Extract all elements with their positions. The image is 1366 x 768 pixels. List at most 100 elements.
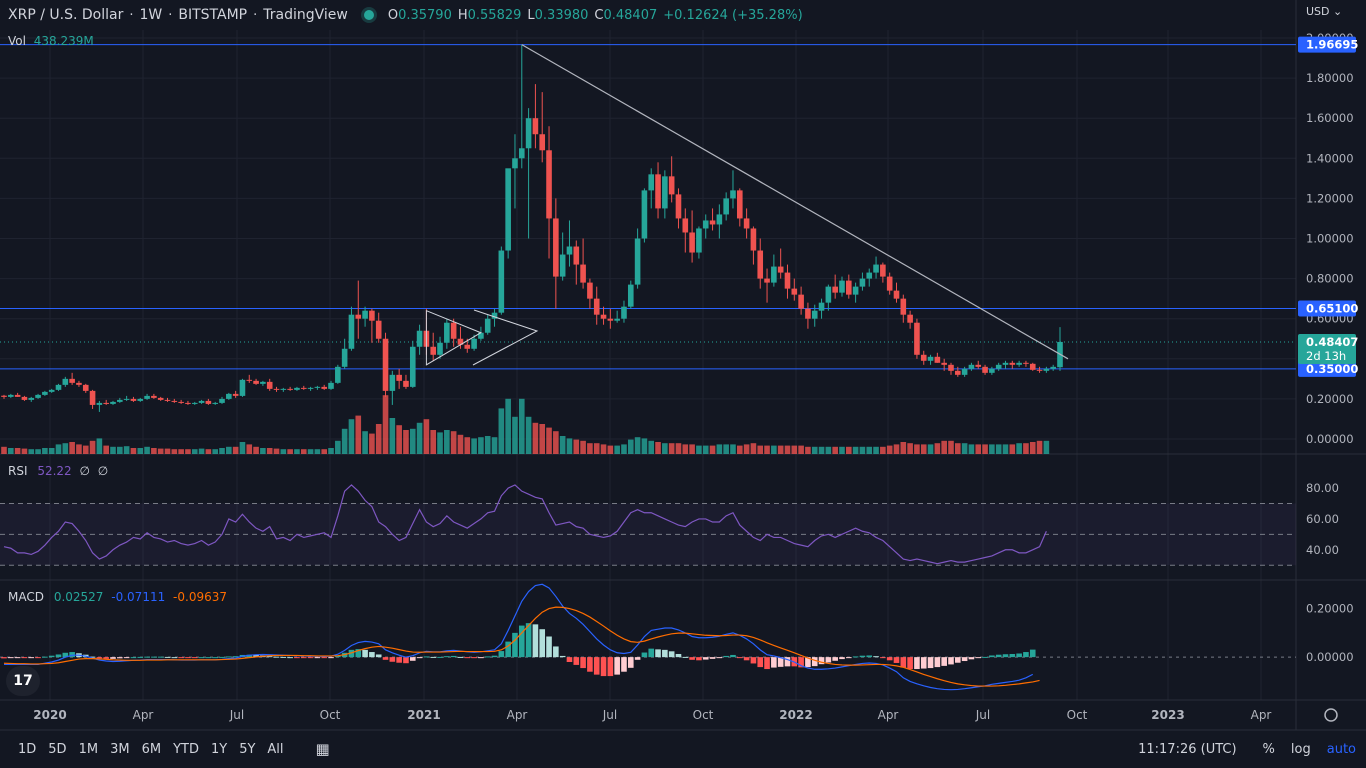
macd-histogram-bar: [8, 657, 14, 659]
candle-body: [89, 390, 96, 405]
volume-legend: Vol 438.239M: [8, 34, 94, 48]
macd-histogram-bar: [716, 657, 723, 659]
candle-body: [321, 386, 328, 389]
range-button-3m[interactable]: 3M: [110, 741, 130, 757]
volume-bar: [859, 446, 866, 454]
volume-bar: [907, 443, 913, 454]
volume-bar: [955, 443, 961, 454]
candle-body: [512, 158, 518, 169]
range-button-5y[interactable]: 5Y: [239, 741, 256, 757]
macd-histogram-bar: [484, 656, 491, 658]
interval-label[interactable]: 1W: [139, 7, 163, 23]
macd-histogram-bar: [696, 657, 702, 661]
macd-histogram-bar: [811, 657, 818, 667]
candle-body: [457, 338, 464, 345]
volume-bar: [103, 445, 109, 454]
volume-bar: [1043, 440, 1050, 454]
volume-bar: [321, 449, 328, 454]
volume-bar: [348, 419, 355, 454]
candle-body: [975, 364, 982, 367]
volume-bar: [648, 440, 655, 454]
macd-histogram-bar: [655, 649, 661, 658]
clock-time[interactable]: 11:17:26 (UTC): [1138, 741, 1237, 757]
volume-bar: [219, 448, 225, 454]
macd-histogram-bar: [873, 656, 879, 658]
volume-bar: [403, 430, 409, 454]
volume-bar: [846, 446, 852, 454]
calendar-icon[interactable]: ▦: [315, 740, 330, 758]
log-toggle[interactable]: log: [1290, 741, 1311, 757]
volume-bar: [621, 444, 627, 454]
auto-toggle[interactable]: auto: [1326, 741, 1356, 757]
volume-bar: [444, 430, 450, 454]
candle-body: [110, 401, 116, 404]
volume-bar: [369, 433, 375, 454]
macd-histogram-bar: [825, 657, 832, 663]
volume-bar: [21, 448, 28, 454]
volume-bar: [532, 422, 539, 454]
macd-histogram-bar: [123, 657, 130, 659]
signal-line: [3, 606, 1040, 687]
range-button-ytd[interactable]: YTD: [173, 741, 199, 757]
candle-body: [287, 388, 293, 390]
volume-bar: [811, 446, 818, 454]
volume-bar: [341, 428, 348, 454]
symbol-name[interactable]: XRP / U.S. Dollar: [8, 7, 124, 23]
volume-bar: [280, 449, 287, 454]
volume-bar: [82, 445, 89, 454]
time-tick-label: Jul: [975, 708, 990, 722]
macd-histogram-bar: [89, 656, 96, 658]
current-price-label: 0.48407: [1306, 335, 1358, 349]
macd-histogram-bar: [607, 657, 614, 677]
candle-body: [82, 384, 89, 391]
volume-bar: [1036, 440, 1043, 454]
candle-body: [260, 381, 266, 384]
time-tick-label: Apr: [507, 708, 528, 722]
range-button-1y[interactable]: 1Y: [210, 741, 228, 757]
candle-body: [280, 388, 287, 390]
volume-bar: [689, 444, 695, 454]
volume-bar: [893, 444, 900, 454]
volume-bar: [287, 449, 293, 454]
volume-bar: [198, 448, 205, 454]
volume-bar: [266, 448, 273, 454]
volume-bar: [791, 445, 798, 454]
time-tick-label: 2022: [779, 708, 812, 722]
macd-histogram-bar: [198, 657, 205, 659]
macd-histogram-bar: [961, 657, 968, 662]
candle-body: [226, 393, 232, 399]
macd-histogram-bar: [989, 655, 995, 658]
time-tick-label: 2020: [33, 708, 66, 722]
time-tick-label: Apr: [133, 708, 154, 722]
range-button-5d[interactable]: 5D: [48, 741, 67, 757]
volume-bar: [409, 428, 416, 454]
rsi-extra-1: ∅: [79, 464, 90, 478]
candle-body: [791, 288, 798, 295]
range-button-6m[interactable]: 6M: [141, 741, 162, 757]
range-button-all[interactable]: All: [267, 741, 284, 757]
range-button-1m[interactable]: 1M: [78, 741, 99, 757]
market-status-icon[interactable]: [363, 10, 374, 20]
percent-toggle[interactable]: %: [1262, 741, 1275, 757]
candle-body: [634, 238, 641, 285]
macd-legend[interactable]: MACD 0.02527 -0.07111 -0.09637: [8, 590, 227, 604]
macd-signal-value: -0.09637: [173, 590, 227, 604]
candle-body: [389, 374, 396, 391]
candle-body: [852, 286, 859, 295]
volume-bar: [805, 446, 811, 454]
macd-histogram-bar: [157, 656, 164, 658]
candle-body: [825, 286, 832, 303]
tradingview-logo[interactable]: 17: [6, 666, 40, 696]
volume-bar: [600, 444, 607, 454]
macd-histogram-bar: [546, 636, 552, 658]
candle-body: [178, 401, 184, 403]
candle-body: [968, 364, 975, 369]
candle-body: [1009, 362, 1016, 365]
volume-bar: [1002, 444, 1009, 454]
range-button-1d[interactable]: 1D: [18, 741, 37, 757]
rsi-legend[interactable]: RSI 52.22 ∅ ∅: [8, 464, 108, 478]
candle-body: [784, 272, 791, 289]
currency-selector[interactable]: USD ⌄: [1306, 5, 1342, 18]
macd-histogram-bar: [750, 657, 757, 664]
